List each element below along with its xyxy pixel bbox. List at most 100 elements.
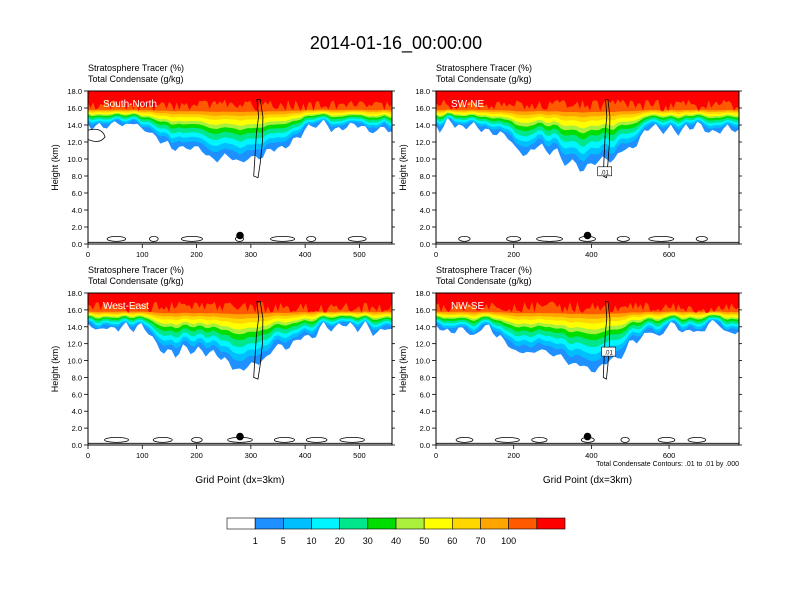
tracer-field (88, 91, 392, 163)
x-tick-label: 400 (299, 250, 312, 259)
x-axis-label: Grid Point (dx=3km) (195, 475, 284, 486)
y-tick-label: 10.0 (415, 155, 430, 164)
colorbar-label: 70 (475, 536, 485, 546)
y-tick-label: 2.0 (72, 424, 82, 433)
colorbar-label: 60 (447, 536, 457, 546)
colorbar-swatch (423, 517, 453, 530)
x-tick-label: 600 (663, 451, 676, 460)
y-tick-label: 2.0 (420, 223, 430, 232)
convective-tower-contour (602, 99, 611, 179)
location-marker (236, 231, 244, 240)
panel-label: South-North (103, 99, 157, 110)
colorbar-label: 5 (281, 536, 286, 546)
panel-title-line: Total Condensate (g/kg) (88, 276, 184, 286)
y-tick-label: 6.0 (72, 390, 82, 399)
y-tick-label: 0.0 (420, 441, 430, 450)
x-axis-label: Grid Point (dx=3km) (543, 475, 632, 486)
tracer-band-100 (88, 293, 392, 314)
panel-label: West-East (103, 301, 149, 312)
shallow-cloud-contour (687, 436, 707, 443)
condensate-contours (88, 99, 367, 242)
contour-label-box (601, 346, 617, 357)
colorbar-label: 20 (335, 536, 345, 546)
shallow-cloud-contour (339, 436, 365, 443)
panel-label: SW-NE (451, 99, 484, 110)
y-tick-label: 10.0 (67, 155, 82, 164)
colorbar-swatch (254, 517, 284, 530)
y-tick-label: 4.0 (72, 407, 82, 416)
y-tick-label: 6.0 (420, 390, 430, 399)
shallow-cloud-contour (305, 436, 328, 443)
panel-west-east: West-East Stratosphere Tracer (%)Total Co… (50, 265, 395, 486)
tracer-band-100 (436, 293, 739, 314)
panel-title-line: Stratosphere Tracer (%) (436, 265, 532, 275)
x-tick-label: 100 (136, 250, 149, 259)
x-tick-label: 400 (585, 451, 598, 460)
contour-label: .01 (601, 170, 610, 176)
shallow-cloud-contour (149, 235, 159, 242)
y-tick-label: 4.0 (420, 206, 430, 215)
shallow-cloud-contour (455, 436, 474, 443)
x-tick-label: 200 (507, 451, 520, 460)
plot-frame (435, 292, 740, 446)
shallow-cloud-contour (180, 235, 203, 242)
y-tick-label: 6.0 (72, 189, 82, 198)
colorbar-swatch (283, 517, 312, 530)
x-tick-label: 200 (190, 451, 203, 460)
y-tick-label: 0.0 (420, 240, 430, 249)
shallow-cloud-contour (347, 235, 367, 242)
y-axis-label: Height (km) (50, 144, 60, 191)
shallow-cloud-contour (458, 235, 471, 242)
y-axis-label: Height (km) (398, 144, 408, 191)
x-tick-label: 0 (86, 250, 90, 259)
x-tick-label: 100 (136, 451, 149, 460)
x-tick-label: 300 (245, 250, 258, 259)
x-tick-label: 500 (353, 250, 366, 259)
shallow-cloud-contour (616, 235, 630, 242)
location-marker (236, 432, 244, 441)
x-tick-label: 500 (353, 451, 366, 460)
shallow-cloud-contour (306, 235, 317, 242)
tracer-band-100 (436, 91, 739, 112)
y-tick-label: 12.0 (415, 138, 430, 147)
x-tick-label: 0 (434, 451, 438, 460)
contour-label-box (597, 166, 613, 177)
plot-frame (87, 292, 393, 446)
colorbar-swatch (480, 517, 509, 530)
plot-frame (435, 90, 740, 245)
colorbar-swatch (395, 517, 425, 530)
y-tick-label: 18.0 (415, 289, 430, 298)
shallow-cloud-contour (620, 436, 630, 443)
x-tick-label: 0 (86, 451, 90, 460)
y-tick-label: 10.0 (415, 357, 430, 366)
convective-tower-contour (253, 99, 264, 179)
plot-frame (87, 90, 393, 245)
x-tick-label: 0 (434, 250, 438, 259)
y-tick-label: 8.0 (72, 172, 82, 181)
x-tick-label: 600 (663, 250, 676, 259)
panel-title-line: Total Condensate (g/kg) (436, 276, 532, 286)
contour-label: .01 (605, 351, 614, 357)
y-tick-label: 6.0 (420, 189, 430, 198)
y-tick-label: 16.0 (67, 306, 82, 315)
colorbar-label: 1 (253, 536, 258, 546)
x-tick-label: 400 (585, 250, 598, 259)
x-tick-label: 400 (299, 451, 312, 460)
colorbar-label: 10 (306, 536, 316, 546)
y-tick-label: 14.0 (67, 121, 82, 130)
y-tick-label: 8.0 (420, 373, 430, 382)
y-tick-label: 16.0 (67, 104, 82, 113)
y-tick-label: 0.0 (72, 240, 82, 249)
colorbar-swatch (339, 517, 369, 530)
shallow-cloud-contour (506, 235, 521, 242)
tracer-field (436, 293, 739, 373)
colorbar-swatch (311, 517, 340, 530)
panel-title-line: Stratosphere Tracer (%) (88, 63, 184, 73)
figure-title: 2014-01-16_00:00:00 (310, 33, 482, 54)
panel-sw-ne: .01 SW-NE Stratosphere Tracer (%)Total Con… (398, 63, 742, 259)
y-tick-label: 8.0 (72, 373, 82, 382)
tracer-field (88, 293, 392, 371)
y-tick-label: 14.0 (415, 323, 430, 332)
y-tick-label: 14.0 (67, 323, 82, 332)
